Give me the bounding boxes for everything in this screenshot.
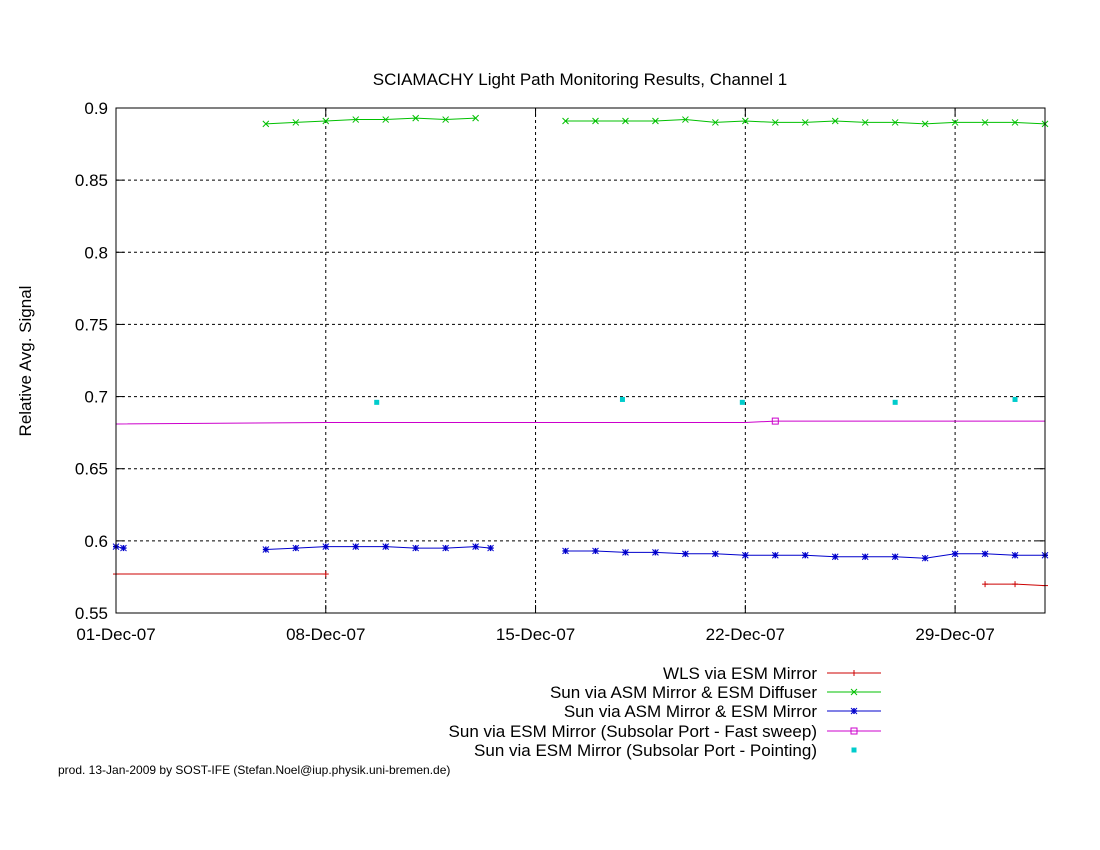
x-tick-label: 29-Dec-07	[915, 625, 994, 644]
data-point	[1011, 119, 1019, 126]
data-point	[739, 399, 745, 405]
data-point	[322, 117, 330, 125]
data-point	[472, 114, 479, 122]
chart-title: SCIAMACHY Light Path Monitoring Results,…	[373, 70, 788, 89]
data-point	[120, 544, 127, 552]
data-point	[712, 550, 719, 558]
y-tick-label: 0.9	[84, 99, 108, 118]
data-point	[712, 119, 719, 126]
data-point	[622, 549, 629, 556]
series-group	[112, 114, 1049, 589]
data-point	[921, 554, 929, 562]
legend-label: Sun via ESM Mirror (Subsolar Port - Fast…	[449, 722, 817, 741]
legend-label: Sun via ESM Mirror (Subsolar Port - Poin…	[474, 741, 817, 760]
data-point	[682, 550, 689, 558]
data-point	[981, 119, 989, 126]
data-point	[262, 120, 270, 128]
footer-credit: prod. 13-Jan-2009 by SOST-IFE (Stefan.No…	[58, 763, 451, 777]
data-point	[1011, 551, 1019, 559]
y-tick-label: 0.75	[75, 315, 108, 334]
y-tick-label: 0.55	[75, 604, 108, 623]
data-point	[1012, 581, 1019, 588]
data-point	[592, 117, 599, 125]
series-4	[374, 396, 1018, 405]
grid	[116, 108, 1045, 613]
data-point	[652, 117, 659, 125]
data-point	[382, 116, 390, 123]
data-point	[1012, 396, 1018, 402]
x-tick-label: 15-Dec-07	[496, 625, 575, 644]
data-point	[741, 551, 749, 559]
data-point	[322, 543, 330, 550]
data-point	[592, 547, 599, 555]
data-point	[374, 399, 380, 405]
data-point	[891, 119, 899, 126]
data-point	[771, 551, 779, 559]
plot-frame	[115, 107, 1046, 614]
data-point	[861, 119, 869, 126]
x-tick-label: 08-Dec-07	[286, 625, 365, 644]
data-point	[982, 581, 989, 588]
series-2	[112, 543, 1049, 562]
y-axis-label: Relative Avg. Signal	[16, 286, 35, 437]
y-tick-label: 0.7	[84, 388, 108, 407]
data-point	[382, 543, 390, 550]
series-line	[265, 117, 476, 125]
x-tick-label: 01-Dec-07	[76, 625, 155, 644]
y-tick-label: 0.65	[75, 460, 108, 479]
data-point	[652, 549, 659, 556]
data-point	[292, 119, 300, 126]
legend-swatch-marker	[850, 688, 858, 696]
data-point	[292, 544, 300, 552]
data-point	[831, 117, 839, 125]
data-point	[487, 544, 494, 552]
y-tick-label: 0.85	[75, 171, 108, 190]
plot-background	[116, 108, 1045, 613]
data-point	[442, 544, 449, 552]
y-tick-label: 0.8	[84, 243, 108, 262]
tick-group: 0.55 0.6 0.65 0.7 0.75 0.8 0.85 0.9 01-Dec-07 08-…	[75, 99, 1045, 644]
legend-label: Sun via ASM Mirror & ESM Diffuser	[550, 683, 817, 702]
data-point	[682, 116, 689, 123]
data-point	[831, 553, 839, 561]
data-point	[921, 120, 929, 128]
legend-swatch-marker	[851, 670, 857, 676]
legend-swatch-marker	[850, 707, 858, 715]
y-tick-label: 0.6	[84, 532, 108, 551]
data-point	[442, 116, 449, 123]
data-point	[951, 550, 959, 558]
data-point	[562, 547, 569, 555]
data-point	[472, 543, 479, 550]
data-point	[892, 399, 898, 405]
data-point	[801, 551, 809, 559]
data-point	[322, 571, 329, 578]
data-point	[741, 117, 749, 125]
data-point	[262, 546, 270, 553]
data-point	[622, 117, 629, 125]
data-point	[771, 417, 779, 425]
data-point	[619, 396, 625, 402]
data-point	[801, 119, 809, 126]
data-point	[412, 544, 420, 552]
data-point	[412, 114, 420, 122]
data-point	[771, 119, 779, 126]
legend-swatch-marker	[851, 747, 857, 753]
data-point	[981, 550, 989, 558]
series-line	[115, 420, 1045, 425]
legend-label: Sun via ASM Mirror & ESM Mirror	[564, 702, 817, 721]
legend-label: WLS via ESM Mirror	[663, 664, 817, 683]
data-point	[891, 553, 899, 561]
legend-swatch-marker	[850, 727, 858, 735]
data-point	[352, 543, 360, 550]
data-point	[861, 553, 869, 561]
data-point	[951, 119, 959, 126]
data-point	[352, 116, 360, 123]
data-point	[562, 117, 569, 125]
x-tick-label: 22-Dec-07	[706, 625, 785, 644]
series-3	[115, 417, 1045, 425]
series-1	[262, 114, 1049, 128]
